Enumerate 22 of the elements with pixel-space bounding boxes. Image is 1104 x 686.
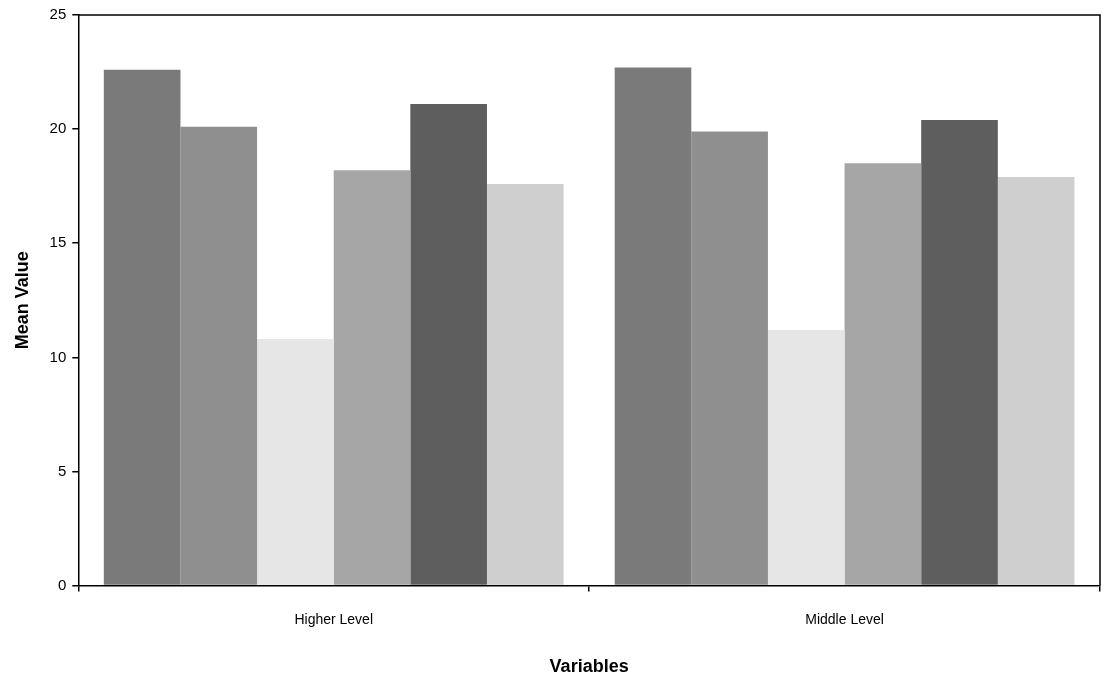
y-tick-label: 20: [49, 119, 67, 137]
bar: [614, 67, 692, 585]
bar: [921, 119, 998, 585]
bar: [180, 126, 258, 585]
bar: [844, 163, 922, 585]
x-tick-label: Middle Level: [805, 610, 884, 627]
bar: [691, 131, 768, 585]
x-axis-title: Variables: [549, 656, 629, 677]
x-tick-label: Higher Level: [294, 610, 374, 627]
y-tick-label: 5: [57, 461, 67, 479]
y-axis-title: Mean Value: [11, 251, 32, 350]
y-tick-label: 15: [49, 233, 67, 251]
y-tick-label: 0: [57, 575, 67, 593]
y-tick-label: 10: [49, 347, 67, 365]
bar: [410, 104, 487, 585]
bar: [333, 170, 411, 585]
y-tick-label: 25: [49, 5, 67, 23]
bar: [997, 177, 1075, 585]
bar: [767, 329, 845, 585]
bar: [103, 69, 181, 585]
bar: [486, 183, 564, 585]
bar: [257, 339, 334, 585]
